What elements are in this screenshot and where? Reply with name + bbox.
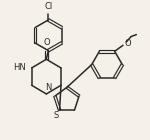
Text: S: S: [53, 111, 58, 120]
Text: N: N: [45, 83, 52, 92]
Text: O: O: [124, 39, 131, 48]
Text: O: O: [43, 38, 50, 47]
Text: Cl: Cl: [44, 2, 52, 11]
Text: HN: HN: [13, 63, 26, 72]
